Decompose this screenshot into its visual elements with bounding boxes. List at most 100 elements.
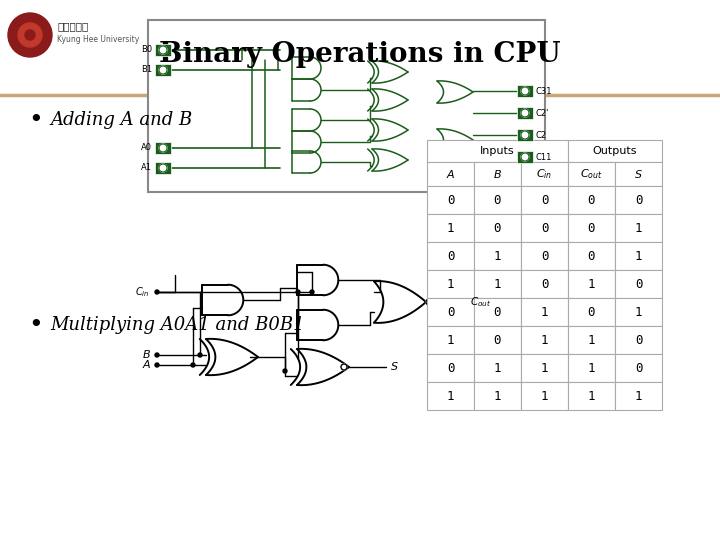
Text: 0: 0: [446, 193, 454, 206]
Bar: [568, 326, 615, 354]
Bar: [615, 298, 662, 326]
Circle shape: [198, 353, 202, 357]
Text: 1: 1: [588, 278, 595, 291]
Text: 0: 0: [541, 278, 548, 291]
Text: C11: C11: [536, 152, 552, 161]
Circle shape: [521, 131, 529, 139]
Circle shape: [155, 363, 159, 367]
Bar: [568, 354, 615, 382]
Bar: [155, 64, 171, 76]
Text: 1: 1: [446, 334, 454, 347]
Text: $C_{out}$: $C_{out}$: [580, 167, 603, 181]
Bar: [521, 382, 568, 410]
Text: 0: 0: [635, 361, 642, 375]
Text: 0: 0: [494, 221, 501, 234]
Circle shape: [159, 66, 167, 74]
Text: $S$: $S$: [634, 168, 643, 180]
Bar: [427, 140, 568, 162]
Bar: [427, 214, 474, 242]
Text: B0: B0: [141, 45, 152, 55]
Text: C2': C2': [536, 109, 549, 118]
Circle shape: [159, 46, 167, 54]
Text: 1: 1: [541, 389, 548, 402]
Text: $B$: $B$: [493, 168, 502, 180]
Bar: [427, 326, 474, 354]
Text: Kyung Hee University: Kyung Hee University: [57, 36, 139, 44]
Text: S: S: [391, 362, 398, 372]
Circle shape: [426, 299, 432, 305]
Text: 1: 1: [635, 249, 642, 262]
Bar: [427, 242, 474, 270]
Bar: [615, 382, 662, 410]
Bar: [474, 214, 521, 242]
Circle shape: [159, 164, 167, 172]
Bar: [568, 382, 615, 410]
Text: 1: 1: [635, 306, 642, 319]
Text: 0: 0: [494, 193, 501, 206]
Text: B: B: [143, 350, 150, 360]
Bar: [615, 242, 662, 270]
Text: 0: 0: [446, 306, 454, 319]
Text: A: A: [143, 360, 150, 370]
Text: Binary Operations in CPU: Binary Operations in CPU: [159, 42, 561, 69]
Bar: [474, 382, 521, 410]
Text: •: •: [28, 108, 42, 132]
Text: 1: 1: [588, 389, 595, 402]
Text: 경희대학교: 경희대학교: [57, 21, 89, 31]
Bar: [521, 270, 568, 298]
Text: 0: 0: [588, 193, 595, 206]
Text: 1: 1: [494, 249, 501, 262]
Text: B1: B1: [141, 65, 152, 75]
Text: Adding A and B: Adding A and B: [50, 111, 192, 129]
Text: A0: A0: [141, 144, 152, 152]
Text: 1: 1: [494, 361, 501, 375]
Text: 1: 1: [588, 334, 595, 347]
Bar: [427, 298, 474, 326]
Circle shape: [155, 290, 159, 294]
Circle shape: [18, 23, 42, 47]
Bar: [517, 129, 533, 141]
Text: 0: 0: [494, 306, 501, 319]
Text: 0: 0: [494, 334, 501, 347]
Text: $C_{out}$: $C_{out}$: [470, 295, 491, 309]
Circle shape: [159, 144, 167, 152]
Text: 0: 0: [446, 361, 454, 375]
Text: 1: 1: [588, 361, 595, 375]
Text: 1: 1: [446, 389, 454, 402]
Text: 1: 1: [635, 221, 642, 234]
Bar: [521, 326, 568, 354]
Circle shape: [8, 13, 52, 57]
Bar: [427, 382, 474, 410]
Bar: [474, 354, 521, 382]
Bar: [521, 162, 568, 186]
Text: 0: 0: [635, 193, 642, 206]
Bar: [155, 162, 171, 174]
Circle shape: [521, 109, 529, 117]
Text: 0: 0: [588, 306, 595, 319]
Circle shape: [283, 369, 287, 373]
Bar: [474, 186, 521, 214]
Text: Outputs: Outputs: [593, 146, 637, 156]
Bar: [427, 162, 474, 186]
Bar: [474, 162, 521, 186]
Bar: [615, 326, 662, 354]
Bar: [615, 354, 662, 382]
Text: 1: 1: [541, 361, 548, 375]
Text: Multiplying A0A1 and B0B1: Multiplying A0A1 and B0B1: [50, 316, 305, 334]
Text: C2: C2: [536, 131, 547, 139]
Bar: [521, 186, 568, 214]
Bar: [615, 270, 662, 298]
Text: Inputs: Inputs: [480, 146, 515, 156]
Text: 1: 1: [494, 389, 501, 402]
Bar: [517, 85, 533, 97]
Bar: [568, 242, 615, 270]
Circle shape: [191, 363, 195, 367]
Circle shape: [341, 364, 347, 370]
Text: 0: 0: [588, 221, 595, 234]
Text: $C_{in}$: $C_{in}$: [135, 285, 150, 299]
Bar: [568, 298, 615, 326]
Bar: [568, 214, 615, 242]
Bar: [427, 270, 474, 298]
Bar: [427, 186, 474, 214]
Bar: [521, 242, 568, 270]
